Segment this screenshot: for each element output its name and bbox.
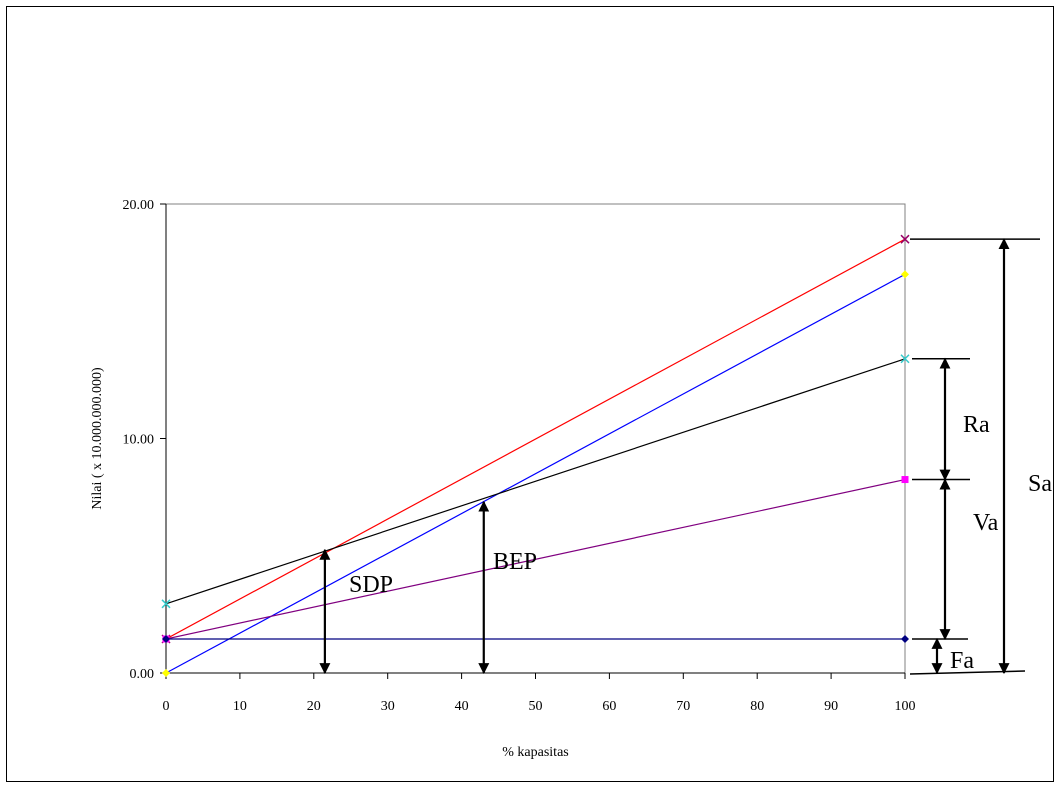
x-tick-label: 80	[750, 699, 764, 714]
x-tick-label: 0	[163, 699, 170, 714]
series-3-point	[161, 599, 171, 609]
x-tick-label: 90	[824, 699, 838, 714]
series-layer	[161, 234, 910, 677]
bep-label: BEP	[493, 549, 537, 575]
x-tick-label: 50	[529, 699, 543, 714]
sdp-label: SDP	[349, 572, 393, 598]
series-5-point	[162, 634, 170, 643]
sa-label: Sa	[1028, 471, 1052, 497]
x-tick-label: 60	[602, 699, 616, 714]
series-3-point	[900, 354, 910, 364]
axes: 0.00 10.00 20.00 0 10 20 30 40 50 60 70 80 90 100	[123, 198, 916, 714]
series-2-point	[162, 669, 170, 677]
series-line-4	[165, 478, 906, 640]
x-tick-label: 20	[307, 699, 321, 714]
marker-stroke	[900, 234, 910, 244]
series-line-2	[165, 273, 906, 674]
annotation-layer: SDP BEP Ra Va Fa Sa	[319, 238, 1052, 675]
series-line-1	[165, 238, 906, 640]
marker-stroke	[900, 354, 910, 364]
x-axis-label: % kapasitas	[502, 745, 568, 760]
marker-stroke	[161, 599, 171, 609]
y-tick-label: 10.00	[123, 433, 155, 448]
series-5-point	[901, 634, 909, 643]
x-tick-label: 40	[455, 699, 469, 714]
ra-label: Ra	[963, 412, 990, 438]
series-4-point	[901, 476, 909, 484]
series-line-3	[165, 358, 906, 605]
va-label: Va	[973, 510, 999, 536]
y-tick-label: 20.00	[123, 198, 155, 213]
x-tick-label: 30	[381, 699, 395, 714]
fa-label: Fa	[950, 648, 974, 674]
y-axis-label: Nilai ( x 10.000.000.000)	[90, 367, 105, 510]
x-tick-label: 70	[676, 699, 690, 714]
x-tick-label: 100	[895, 699, 916, 714]
y-tick-label: 0.00	[130, 667, 155, 682]
x-tick-label: 10	[233, 699, 247, 714]
series-2-point	[901, 270, 909, 279]
series-1-point	[900, 234, 910, 244]
